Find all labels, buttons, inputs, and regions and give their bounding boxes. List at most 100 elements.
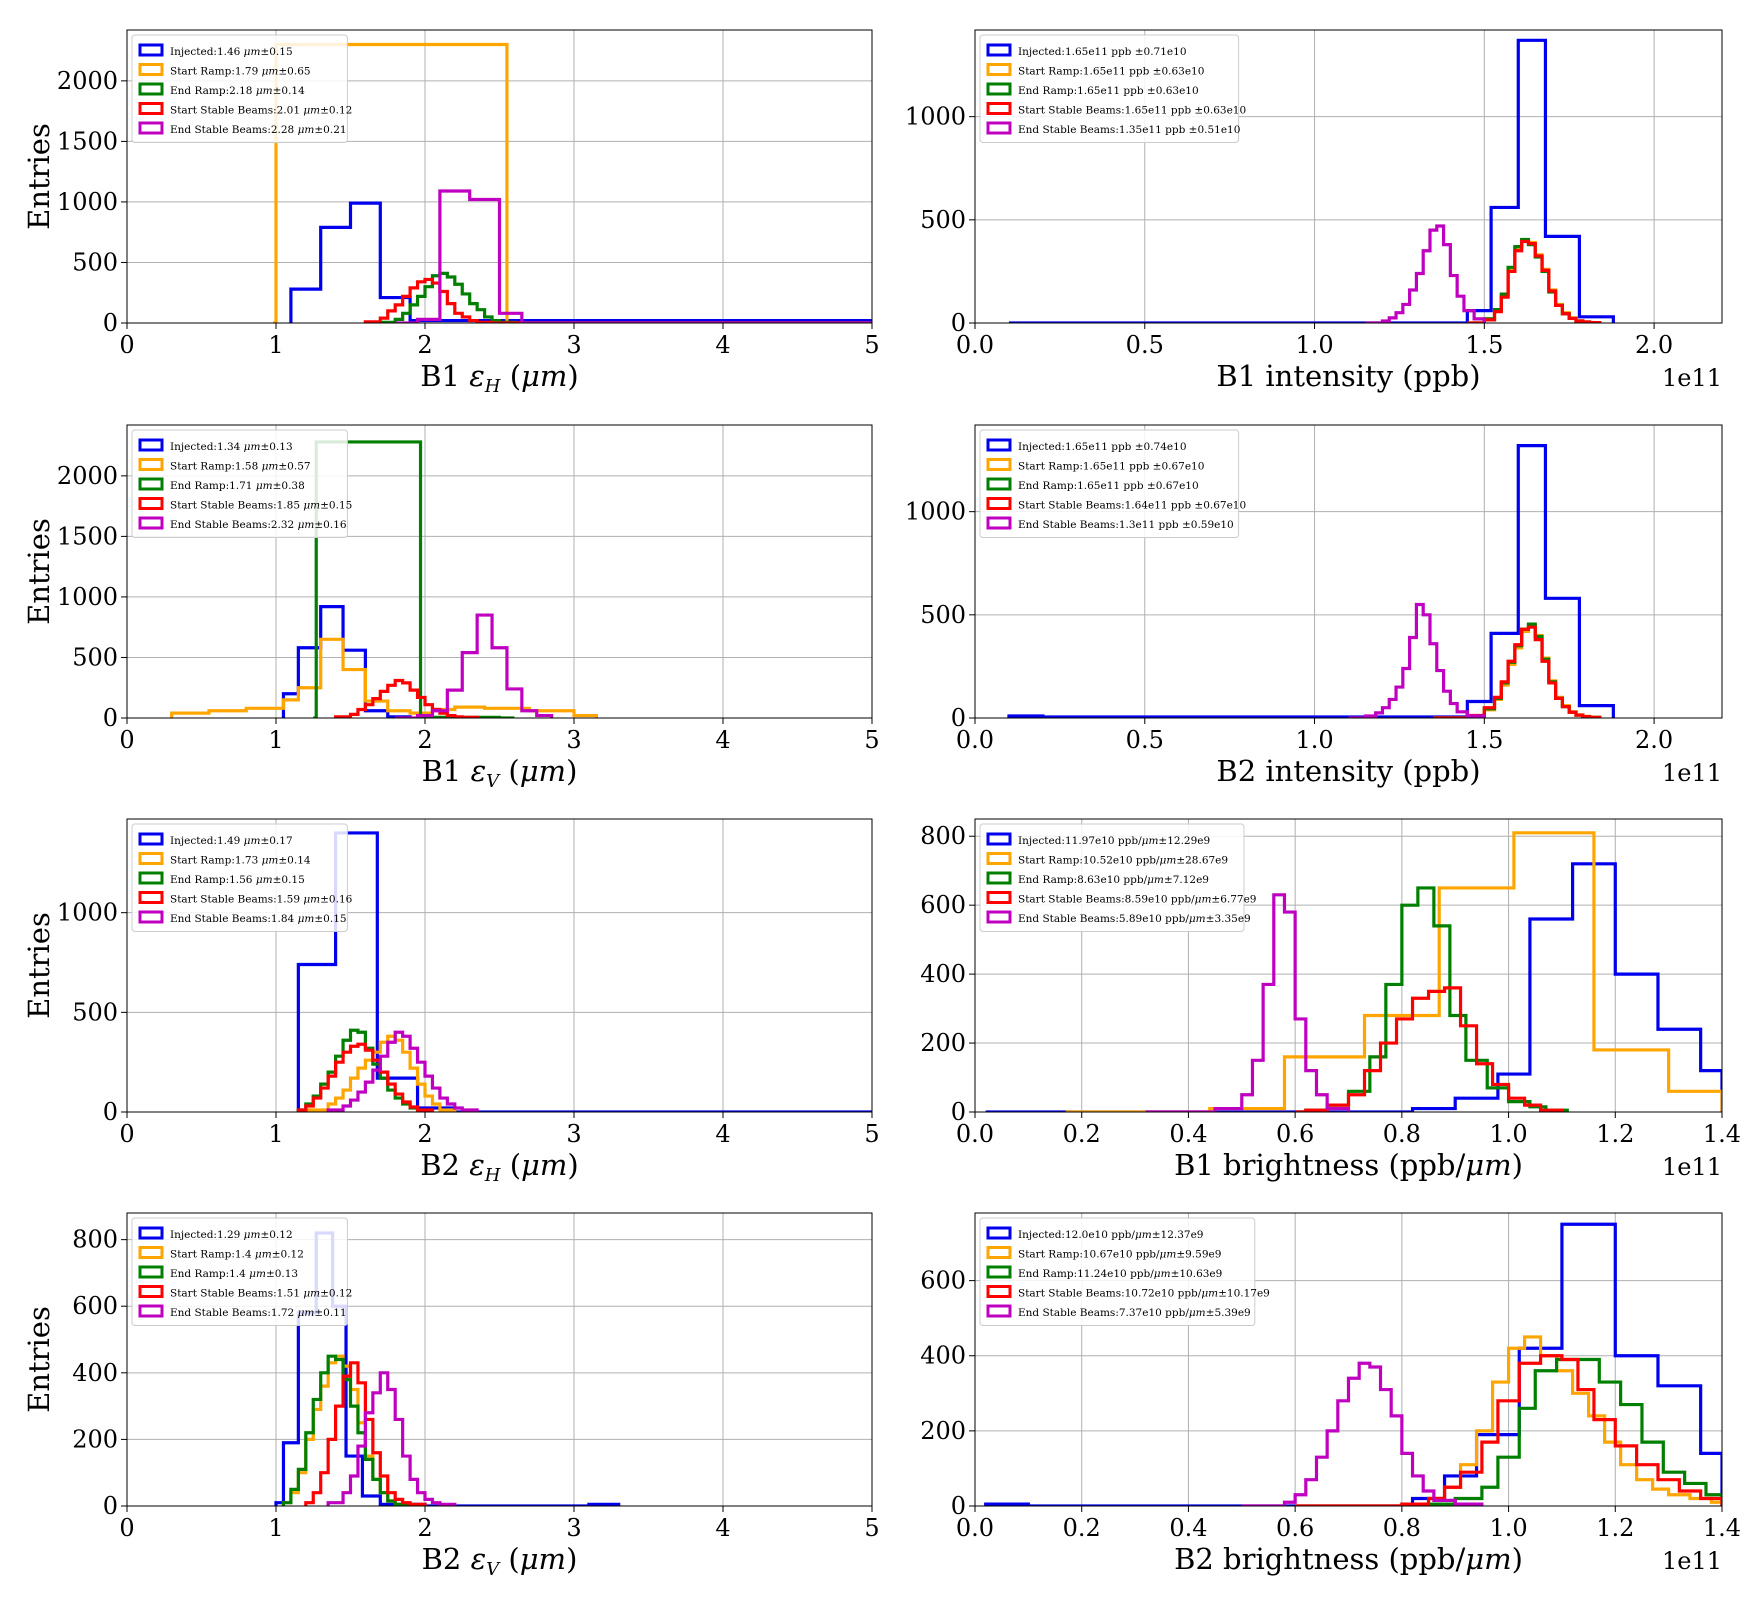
legend-swatch bbox=[138, 871, 164, 885]
legend-label: Injected:1.65e11 ppb ±0.74e10 bbox=[1018, 441, 1187, 453]
plot-frame bbox=[974, 424, 1723, 719]
legend-swatch bbox=[138, 121, 164, 135]
x-tick-label: 0.6 bbox=[1276, 1120, 1314, 1148]
legend-swatch bbox=[986, 1304, 1012, 1318]
legend: Injected:12.0e10 ppb/μm±12.37e9 Start Ram… bbox=[979, 1217, 1270, 1326]
histogram-series bbox=[1145, 893, 1351, 1112]
y-tick-label: 500 bbox=[920, 206, 966, 234]
legend-label: Start Ramp:1.4 μm±0.12 bbox=[170, 1249, 304, 1261]
x-tick-label: 0.2 bbox=[1063, 1120, 1101, 1148]
legend-swatch bbox=[138, 458, 164, 471]
legend: Injected:1.65e11 ppb ±0.74e10 Start Ramp:… bbox=[979, 429, 1246, 538]
legend-box bbox=[131, 429, 348, 538]
legend-label: End Ramp:1.56 μm±0.15 bbox=[170, 874, 305, 886]
legend-swatch bbox=[986, 1265, 1012, 1279]
legend-label: Injected:11.97e10 ppb/μm±12.29e9 bbox=[1018, 835, 1210, 847]
y-axis-label: Entries bbox=[22, 123, 56, 230]
x-tick-label: 0.8 bbox=[1383, 1120, 1421, 1148]
legend-label: Injected:1.65e11 ppb ±0.71e10 bbox=[1018, 46, 1187, 58]
y-tick-label: 0 bbox=[951, 309, 966, 337]
x-tick-label: 4 bbox=[715, 1120, 730, 1148]
legend: Injected:1.34 μm±0.13 Start Ramp:1.58 μm±… bbox=[131, 429, 352, 538]
legend-label: End Stable Beams:1.35e11 ppb ±0.51e10 bbox=[1018, 124, 1240, 136]
histogram-series bbox=[1065, 831, 1722, 1112]
x-tick-label: 1.5 bbox=[1465, 331, 1503, 359]
legend-label: Start Ramp:1.79 μm±0.65 bbox=[170, 66, 311, 78]
histogram-series bbox=[281, 1354, 412, 1506]
y-tick-label: 800 bbox=[72, 1226, 118, 1254]
x-tick-label: 2 bbox=[417, 331, 432, 359]
x-tick-label: 1 bbox=[268, 726, 283, 754]
histogram-series bbox=[1433, 625, 1602, 718]
legend-swatch bbox=[138, 832, 164, 846]
legend-swatch bbox=[986, 458, 1012, 471]
legend-swatch bbox=[986, 516, 1012, 530]
histogram-series bbox=[304, 1034, 457, 1112]
x-tick-label: 3 bbox=[566, 1514, 581, 1542]
x-tick-label: 2 bbox=[417, 726, 432, 754]
y-tick-label: 200 bbox=[920, 1029, 966, 1057]
x-tick-label: 1.4 bbox=[1703, 1514, 1741, 1542]
legend-swatch bbox=[138, 910, 164, 924]
histogram-series bbox=[296, 1028, 435, 1112]
legend-box bbox=[131, 34, 348, 143]
legend-label: Start Ramp:1.73 μm±0.14 bbox=[170, 855, 311, 867]
x-tick-label: 0.0 bbox=[956, 1120, 994, 1148]
legend-label: Injected:12.0e10 ppb/μm±12.37e9 bbox=[1018, 1229, 1204, 1241]
plot-frame bbox=[126, 1212, 873, 1507]
legend-swatch bbox=[986, 891, 1012, 904]
legend-swatch bbox=[986, 871, 1012, 885]
legend-swatch bbox=[986, 910, 1012, 924]
x-axis-label: B1 intensity (ppb) bbox=[1216, 359, 1480, 393]
legend-label: End Ramp:1.65e11 ppb ±0.67e10 bbox=[1018, 480, 1199, 492]
legend-label: Start Stable Beams:1.51 μm±0.12 bbox=[170, 1288, 352, 1300]
x-tick-label: 0 bbox=[119, 1120, 134, 1148]
legend-label: Start Ramp:10.52e10 ppb/μm±28.67e9 bbox=[1018, 855, 1228, 867]
plot-frame bbox=[974, 29, 1723, 324]
legend-swatch bbox=[138, 1226, 164, 1240]
legend-swatch bbox=[986, 832, 1012, 846]
x-tick-label: 0.0 bbox=[956, 726, 994, 754]
legend-label: End Ramp:1.65e11 ppb ±0.63e10 bbox=[1018, 85, 1199, 97]
histogram-series bbox=[363, 277, 872, 323]
plot-frame bbox=[974, 818, 1723, 1113]
plot-frame bbox=[974, 1212, 1723, 1507]
x-tick-label: 1.0 bbox=[1489, 1120, 1527, 1148]
legend-label: End Ramp:8.63e10 ppb/μm±7.12e9 bbox=[1018, 874, 1209, 886]
x-tick-label: 3 bbox=[566, 1120, 581, 1148]
histogram-series bbox=[326, 1030, 479, 1112]
y-tick-label: 600 bbox=[920, 891, 966, 919]
x-tick-label: 4 bbox=[715, 726, 730, 754]
y-tick-label: 600 bbox=[72, 1292, 118, 1320]
x-axis-label: B2 εH (μm) bbox=[420, 1148, 578, 1186]
x-tick-label: 2 bbox=[417, 1120, 432, 1148]
chart-panel: 0 1 2 3 4 5 0 200 400 600 800 B2 εV (μm) Entries Inje… bbox=[22, 1212, 880, 1580]
legend-swatch bbox=[138, 852, 164, 865]
legend-swatch bbox=[138, 1304, 164, 1318]
legend-swatch bbox=[138, 102, 164, 115]
chart-panel: 0 1 2 3 4 5 0 500 1000 1500 2000 B1 εV (μm) Entries I… bbox=[22, 424, 880, 792]
chart-panel: 0 1 2 3 4 5 0 500 1000 1500 2000 B1 εH (μm) Entries I… bbox=[22, 29, 880, 397]
x-tick-label: 2.0 bbox=[1635, 331, 1673, 359]
legend-box bbox=[979, 34, 1240, 143]
histogram-series bbox=[1365, 224, 1486, 323]
plot-frame bbox=[126, 29, 873, 324]
legend-swatch bbox=[138, 891, 164, 904]
legend-label: Start Stable Beams:10.72e10 ppb/μm±10.17… bbox=[1018, 1288, 1270, 1300]
legend-box bbox=[131, 823, 348, 932]
y-tick-label: 0 bbox=[103, 1492, 118, 1520]
legend-swatch bbox=[986, 477, 1012, 491]
y-tick-label: 1000 bbox=[57, 188, 118, 216]
legend-swatch bbox=[986, 63, 1012, 76]
legend-label: Start Stable Beams:1.59 μm±0.16 bbox=[170, 894, 353, 906]
legend-label: End Ramp:1.4 μm±0.13 bbox=[170, 1268, 298, 1280]
x-tick-label: 0.4 bbox=[1169, 1120, 1207, 1148]
legend-label: End Stable Beams:2.32 μm±0.16 bbox=[170, 519, 347, 531]
legend-label: Start Stable Beams:2.01 μm±0.12 bbox=[170, 105, 352, 117]
histogram-series bbox=[1295, 1354, 1722, 1506]
histogram-series bbox=[273, 42, 872, 323]
x-offset-label: 1e11 bbox=[1662, 364, 1722, 392]
x-tick-label: 4 bbox=[715, 1514, 730, 1542]
legend-label: End Stable Beams:1.3e11 ppb ±0.59e10 bbox=[1018, 519, 1234, 531]
y-tick-label: 500 bbox=[72, 248, 118, 276]
